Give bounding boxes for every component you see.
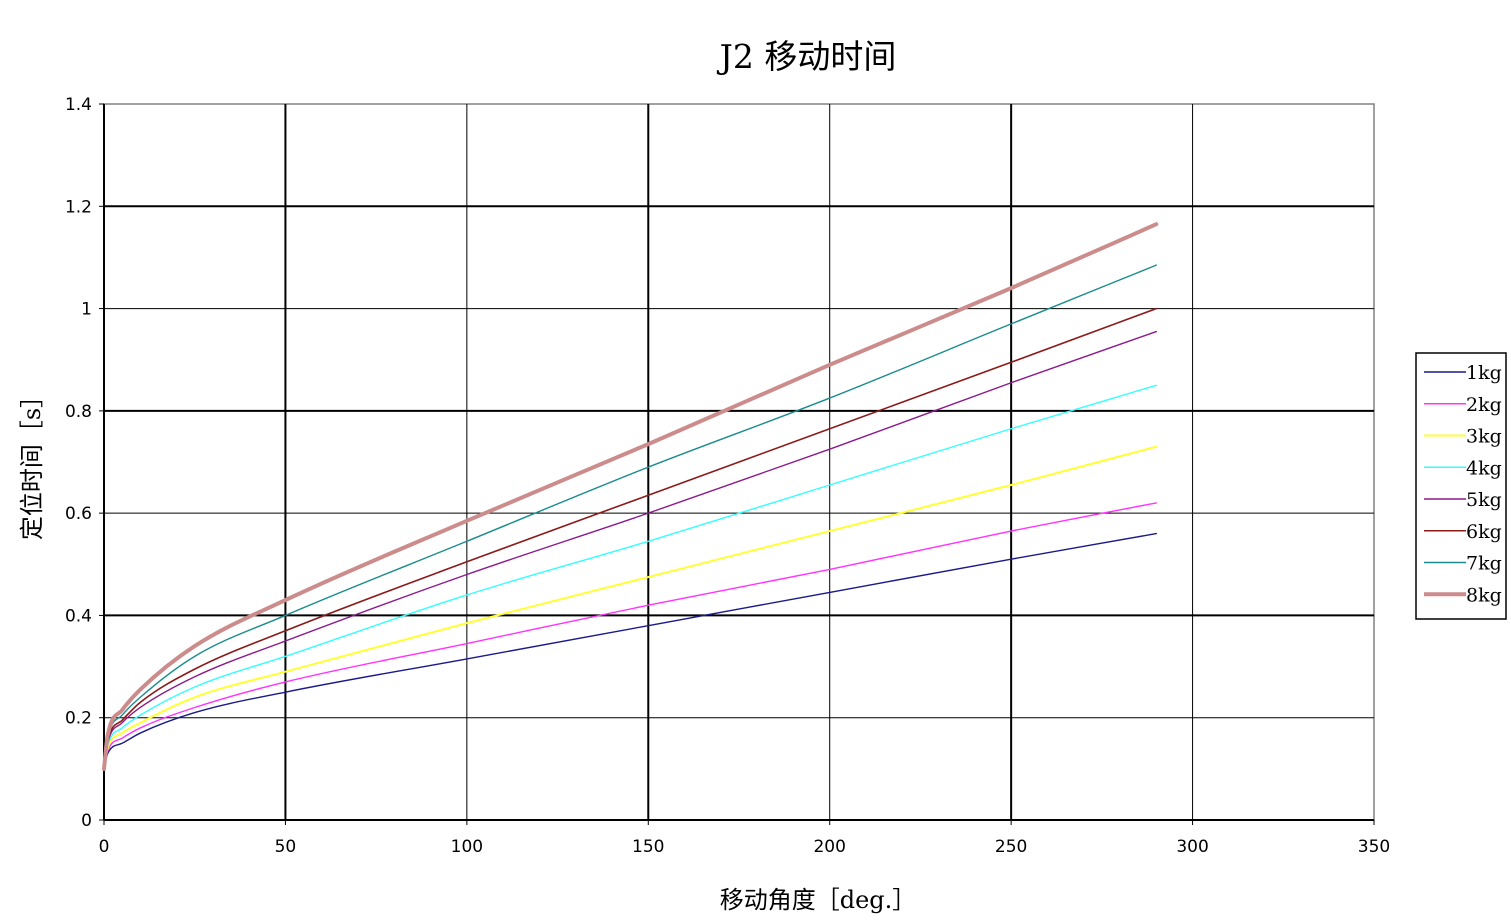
y-tick-label: 0.8 (65, 402, 92, 422)
y-axis-label: 定位时间［s］ (18, 384, 46, 540)
x-tick-label: 50 (275, 837, 297, 857)
y-tick-label: 1 (81, 300, 92, 320)
series-lines (102, 222, 1159, 771)
x-tick-label: 250 (995, 837, 1027, 857)
x-tick-label: 150 (632, 837, 664, 857)
legend-box (1415, 352, 1507, 620)
x-axis-label: 移动角度［deg.］ (720, 886, 917, 914)
series-line-4kg (103, 384, 1157, 770)
y-tick-label: 1.4 (65, 95, 92, 115)
y-tick-label: 0.4 (65, 606, 92, 626)
x-tick-label: 0 (99, 837, 110, 857)
series-line-6kg (103, 307, 1158, 770)
tick-labels: 0 50 100 150 200 250 300 350 0 0.2 0.4 0.6 0.8 1 1.2 1.… (65, 95, 1390, 857)
series-line-1kg (103, 532, 1157, 770)
gridlines (99, 103, 1375, 825)
legend: 1kg 2kg 3kg 4kg 5kg 6kg 7kg 8kg (1415, 352, 1507, 620)
legend-label-3kg: 3kg (1466, 426, 1502, 448)
legend-label-4kg: 4kg (1466, 457, 1502, 479)
chart-title: J2 移动时间 (717, 37, 897, 76)
y-tick-label: 1.2 (65, 197, 92, 217)
legend-label-1kg: 1kg (1466, 362, 1502, 384)
x-tick-label: 350 (1358, 837, 1390, 857)
series-line-8kg (102, 222, 1159, 771)
legend-label-6kg: 6kg (1466, 521, 1502, 543)
y-tick-label: 0.6 (65, 504, 92, 524)
x-tick-label: 100 (451, 837, 483, 857)
legend-label-5kg: 5kg (1466, 489, 1502, 511)
x-tick-label: 200 (813, 837, 845, 857)
series-line-7kg (103, 264, 1157, 770)
legend-label-8kg: 8kg (1466, 584, 1502, 606)
legend-label-2kg: 2kg (1466, 394, 1502, 416)
series-line-5kg (103, 330, 1157, 770)
legend-label-7kg: 7kg (1466, 553, 1502, 575)
y-tick-label: 0 (81, 811, 92, 831)
y-tick-label: 0.2 (65, 709, 92, 729)
series-line-2kg (103, 502, 1157, 770)
series-line-3kg (103, 445, 1158, 770)
x-tick-label: 300 (1176, 837, 1208, 857)
